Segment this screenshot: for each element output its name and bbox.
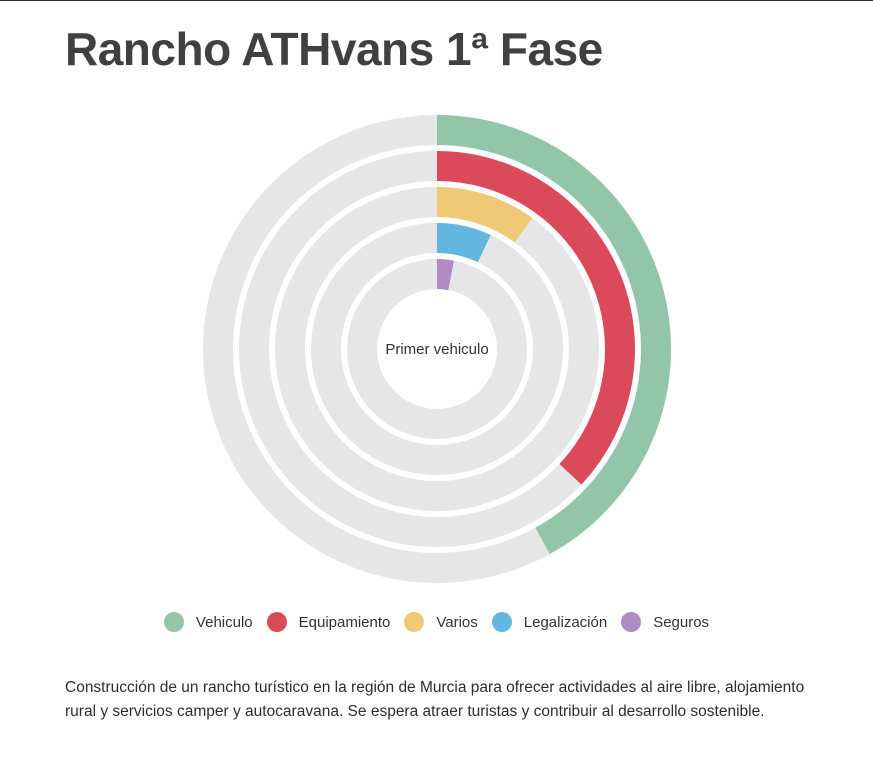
legend-item-equipamiento[interactable]: Equipamiento (266, 612, 391, 632)
legend-swatch-legalizacion (491, 612, 512, 632)
ring-arc-varios[interactable] (436, 187, 533, 243)
ring-arc-equipamiento[interactable] (436, 151, 635, 485)
legend-item-legalizacion[interactable]: Legalización (491, 612, 608, 632)
legend-item-varios[interactable]: Varios (404, 612, 478, 632)
legend-item-vehiculo[interactable]: Vehiculo (163, 612, 253, 632)
chart-legend: Vehiculo Equipamiento Varios Legalización Se… (0, 612, 873, 632)
radial-chart: Primer vehiculo (200, 112, 674, 586)
legend-label-seguros: Seguros (653, 613, 710, 631)
legend-label-varios: Varios (436, 613, 478, 631)
legend-label-vehiculo: Vehiculo (195, 613, 253, 631)
ring-arc-legalizacion[interactable] (436, 223, 491, 263)
ring-arc-seguros[interactable] (436, 259, 454, 291)
chart-center-label: Primer vehiculo (385, 341, 488, 358)
legend-swatch-seguros (621, 612, 642, 632)
page-title: Rancho ATHvans 1ª Fase (65, 23, 603, 75)
legend-swatch-equipamiento (266, 612, 287, 632)
radial-chart-svg: Primer vehiculo (203, 115, 671, 583)
project-description: Construcción de un rancho turístico en l… (65, 679, 805, 720)
legend-label-legalizacion: Legalización (523, 613, 608, 631)
ring-arc-vehiculo[interactable] (436, 115, 671, 555)
legend-item-seguros[interactable]: Seguros (621, 612, 709, 632)
legend-swatch-varios (404, 612, 425, 632)
top-rule (0, 0, 873, 1)
legend-label-equipamiento: Equipamiento (298, 613, 391, 631)
legend-swatch-vehiculo (163, 612, 184, 632)
